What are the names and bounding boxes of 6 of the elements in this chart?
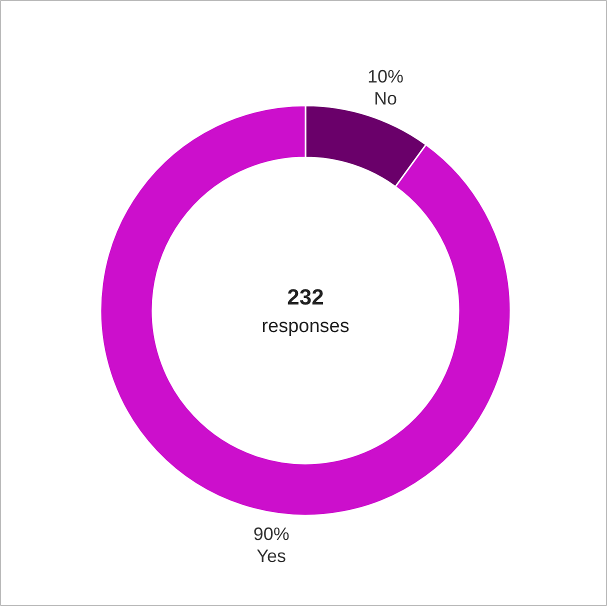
data-label: 90% <box>253 524 290 544</box>
text: 232 <box>287 284 324 310</box>
text: responses <box>262 316 350 337</box>
slice-label: Yes <box>256 546 286 566</box>
data-label: 10% <box>367 66 404 86</box>
slice-label: No <box>374 88 397 108</box>
